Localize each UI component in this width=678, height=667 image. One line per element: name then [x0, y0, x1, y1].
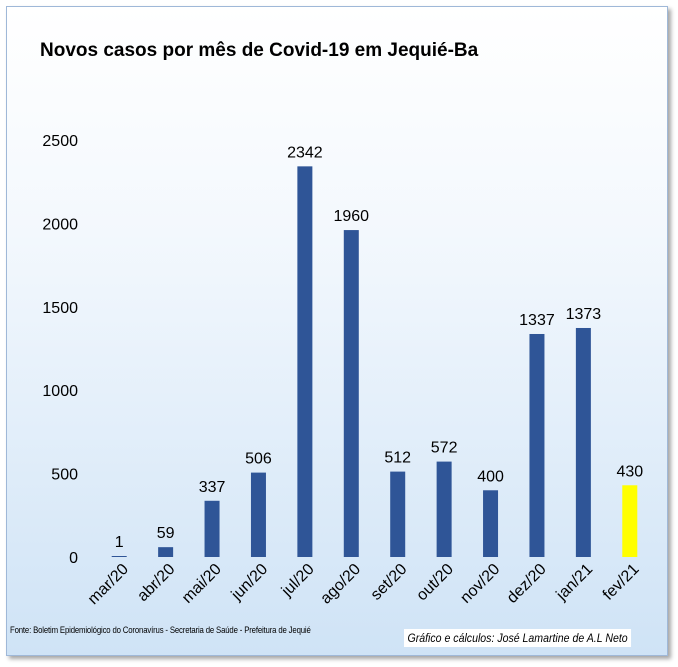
- data-label: 430: [616, 463, 643, 480]
- data-label: 1337: [519, 312, 555, 329]
- source-note: Fonte: Boletim Epidemiológico do Coronav…: [10, 625, 311, 636]
- bar-fev-21: [622, 485, 638, 557]
- data-label: 506: [245, 451, 272, 468]
- x-tick-label: abr/20: [134, 561, 178, 605]
- y-tick-label: 0: [69, 550, 78, 567]
- x-tick-label: jun/20: [228, 561, 272, 605]
- bar-jan-21: [575, 327, 591, 557]
- x-axis: mar/20 abr/20 mai/20 jun/20 jul/20 ago/20 set/…: [85, 561, 643, 608]
- x-tick-label: jan/21: [553, 561, 597, 605]
- bars: [111, 166, 638, 557]
- x-tick-label: nov/20: [457, 561, 503, 607]
- data-labels: 1 59 337 506 2342 1960 512 572 400 1337 1373 430: [115, 144, 643, 551]
- x-tick-label: jul/20: [278, 561, 318, 601]
- data-label: 1373: [566, 306, 602, 323]
- credit-note: Gráfico e cálculos: José Lamartine de A.…: [404, 629, 632, 647]
- bar-out-20: [436, 461, 452, 557]
- data-label: 572: [431, 440, 458, 457]
- bar-set-20: [390, 471, 406, 557]
- x-tick-label: mai/20: [179, 561, 225, 607]
- x-tick-label: out/20: [413, 561, 457, 605]
- data-label: 512: [384, 450, 411, 467]
- y-tick-label: 2500: [42, 133, 78, 150]
- chart-title: Novos casos por mês de Covid-19 em Jequi…: [40, 40, 479, 61]
- data-label: 400: [477, 468, 504, 485]
- bar-jun-20: [250, 472, 266, 557]
- y-axis: 0 500 1000 1500 2000 2500: [42, 133, 78, 567]
- data-label: 2342: [287, 144, 323, 161]
- x-tick-label: dez/20: [504, 561, 550, 607]
- y-tick-label: 2000: [42, 216, 78, 233]
- bar-ago-20: [343, 230, 359, 557]
- chart-frame: [6, 6, 668, 656]
- bar-nov-20: [483, 490, 499, 557]
- bar-mar-20: [111, 556, 127, 557]
- y-tick-label: 1500: [42, 300, 78, 317]
- x-tick-label: set/20: [368, 561, 411, 604]
- x-tick-label: mar/20: [85, 561, 132, 608]
- bar-dez-20: [529, 333, 545, 557]
- x-tick-label: fev/21: [600, 561, 643, 604]
- bar-jul-20: [297, 166, 313, 557]
- x-tick-label: ago/20: [317, 561, 364, 608]
- bar-abr-20: [158, 547, 174, 557]
- y-tick-label: 1000: [42, 383, 78, 400]
- bar-mai-20: [204, 500, 220, 557]
- data-label: 337: [199, 479, 226, 496]
- data-label: 1: [115, 534, 124, 551]
- data-label: 1960: [333, 208, 369, 225]
- y-tick-label: 500: [51, 467, 78, 484]
- data-label: 59: [157, 525, 175, 542]
